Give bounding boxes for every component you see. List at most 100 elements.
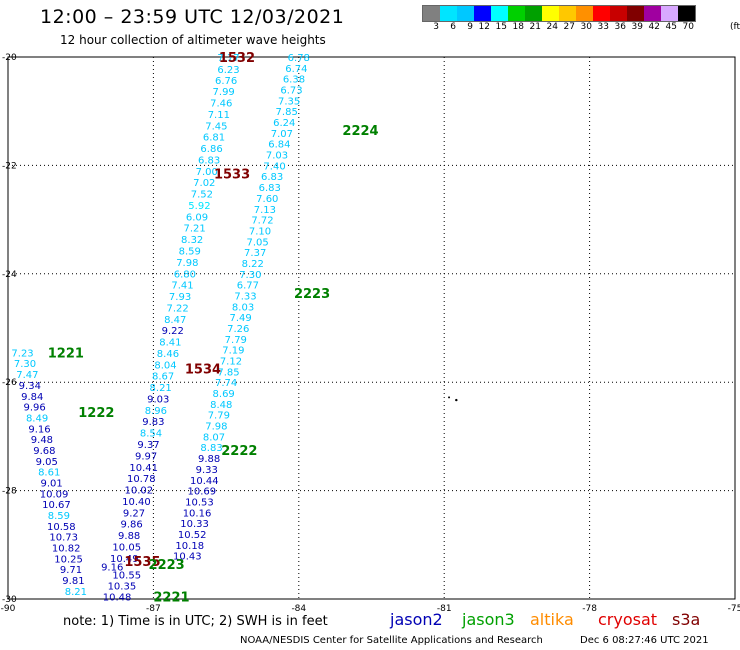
legend-cryosat: cryosat bbox=[598, 610, 658, 629]
wave-height-value: 7.79 bbox=[225, 335, 247, 346]
lon-tick-label: -78 bbox=[582, 604, 597, 614]
page-subtitle: 12 hour collection of altimeter wave hei… bbox=[60, 33, 326, 47]
wave-height-value: 9.97 bbox=[135, 451, 157, 462]
wave-height-value: 9.03 bbox=[147, 394, 169, 405]
wave-height-value: 8.48 bbox=[210, 400, 232, 411]
wave-height-value: 7.45 bbox=[205, 121, 227, 132]
wave-height-value: 6.80 bbox=[174, 269, 196, 280]
scale-label: 21 bbox=[529, 22, 541, 32]
wave-height-value: 10.41 bbox=[129, 463, 158, 474]
wave-height-value: 6.23 bbox=[217, 65, 239, 76]
footer-credit: NOAA/NESDIS Center for Satellite Applica… bbox=[240, 635, 543, 646]
wave-height-value: 8.47 bbox=[164, 315, 186, 326]
wave-height-value: 9.33 bbox=[196, 465, 218, 476]
color-scale-labels: 3 6 9 12 15 18 21 24 27 30 33 36 39 42 45 70 bbox=[422, 22, 694, 32]
wave-height-value: 10.82 bbox=[52, 544, 81, 555]
wave-height-value: 10.05 bbox=[112, 542, 141, 553]
legend-jason2: jason2 bbox=[390, 610, 443, 629]
scale-label: 36 bbox=[614, 22, 626, 32]
wave-height-value: 6.86 bbox=[200, 144, 222, 155]
wave-height-value: 7.19 bbox=[222, 346, 244, 357]
scale-swatch bbox=[576, 6, 593, 21]
wave-height-value: 10.35 bbox=[108, 581, 137, 592]
scale-swatch bbox=[508, 6, 525, 21]
wave-height-value: 9.83 bbox=[142, 417, 164, 428]
map-frame bbox=[7, 56, 736, 600]
pass-time-label: 1532 bbox=[219, 51, 255, 66]
pass-time-label: 1221 bbox=[48, 346, 84, 361]
wave-height-value: 10.02 bbox=[125, 486, 154, 497]
scale-swatch bbox=[678, 6, 695, 21]
wave-height-value: 7.37 bbox=[244, 248, 266, 259]
wave-height-value: 9.96 bbox=[24, 403, 46, 414]
wave-height-value: 9.27 bbox=[123, 508, 145, 519]
wave-height-value: 7.12 bbox=[220, 357, 242, 368]
wave-height-value: 10.48 bbox=[103, 592, 132, 603]
wave-height-value: 9.16 bbox=[28, 424, 50, 435]
wave-height-value: 7.74 bbox=[215, 378, 237, 389]
scale-label: 12 bbox=[478, 22, 490, 32]
legend-altika: altika bbox=[530, 610, 574, 629]
wave-height-value: 10.16 bbox=[183, 508, 212, 519]
wave-height-value: 9.22 bbox=[162, 326, 184, 337]
pass-time-label: 2224 bbox=[342, 124, 378, 139]
wave-height-value: 7.26 bbox=[227, 324, 249, 335]
wave-height-value: 7.13 bbox=[254, 205, 276, 216]
scale-swatch bbox=[440, 6, 457, 21]
scale-label: 15 bbox=[495, 22, 507, 32]
wave-height-value: 8.03 bbox=[232, 302, 254, 313]
wave-height-value: 7.98 bbox=[205, 422, 227, 433]
pass-time-label: 2223 bbox=[294, 287, 330, 302]
wave-height-value: 10.52 bbox=[178, 530, 207, 541]
wave-height-value: 7.02 bbox=[193, 178, 215, 189]
wave-height-value: 9.88 bbox=[118, 531, 140, 542]
wave-height-value: 7.93 bbox=[169, 292, 191, 303]
lat-tick-label: -24 bbox=[2, 270, 17, 280]
wave-height-value: 8.21 bbox=[150, 383, 172, 394]
scale-label: 45 bbox=[665, 22, 677, 32]
wave-height-value: 9.81 bbox=[62, 576, 84, 587]
color-scale-bar bbox=[422, 5, 696, 22]
wave-height-value: 7.03 bbox=[266, 151, 288, 162]
scale-label: 18 bbox=[512, 22, 524, 32]
scale-label: 30 bbox=[580, 22, 592, 32]
wave-height-value: 7.85 bbox=[276, 107, 298, 118]
wave-height-value: 9.37 bbox=[137, 440, 159, 451]
wave-height-value: 6.83 bbox=[198, 155, 220, 166]
wave-height-value: 7.22 bbox=[167, 303, 189, 314]
pass-time-label: 2223 bbox=[149, 558, 185, 573]
wave-height-value: 8.61 bbox=[38, 468, 60, 479]
wave-height-value: 10.49 bbox=[110, 554, 139, 565]
wave-height-value: 6.76 bbox=[215, 76, 237, 87]
units-note: note: 1) Time is in UTC; 2) SWH is in fe… bbox=[63, 614, 328, 629]
scale-swatch bbox=[610, 6, 627, 21]
wave-height-value: 7.49 bbox=[230, 313, 252, 324]
scale-label: 39 bbox=[631, 22, 643, 32]
wave-height-value: 9.86 bbox=[120, 520, 142, 531]
wave-height-value: 9.16 bbox=[101, 562, 123, 573]
wave-height-value: 9.68 bbox=[33, 446, 55, 457]
wave-height-value: 10.43 bbox=[173, 552, 202, 563]
scale-label: 9 bbox=[467, 22, 473, 32]
wave-height-value: 7.98 bbox=[176, 258, 198, 269]
pass-time-label: 1534 bbox=[185, 363, 221, 378]
scale-swatch bbox=[559, 6, 576, 21]
scale-label: 70 bbox=[682, 22, 694, 32]
footer-timestamp: Dec 6 08:27:46 UTC 2021 bbox=[580, 635, 709, 646]
wave-height-value: 8.59 bbox=[48, 511, 70, 522]
wave-height-value: 8.21 bbox=[65, 587, 87, 598]
wave-height-value: 8.59 bbox=[179, 246, 201, 257]
wave-height-value: 10.40 bbox=[122, 497, 151, 508]
lon-tick-label: -84 bbox=[291, 604, 306, 614]
wave-height-value: 6.74 bbox=[285, 64, 307, 75]
wave-height-value: 7.60 bbox=[256, 194, 278, 205]
wave-height-value: 10.69 bbox=[188, 487, 217, 498]
island-dot bbox=[448, 396, 451, 399]
wave-height-value: 6.81 bbox=[203, 133, 225, 144]
scale-label: 6 bbox=[450, 22, 456, 32]
pass-time-label: 1222 bbox=[78, 406, 114, 421]
wave-height-value: 9.05 bbox=[36, 457, 58, 468]
scale-label: 24 bbox=[546, 22, 558, 32]
lat-tick-label: -26 bbox=[2, 378, 17, 388]
scale-swatch bbox=[661, 6, 678, 21]
